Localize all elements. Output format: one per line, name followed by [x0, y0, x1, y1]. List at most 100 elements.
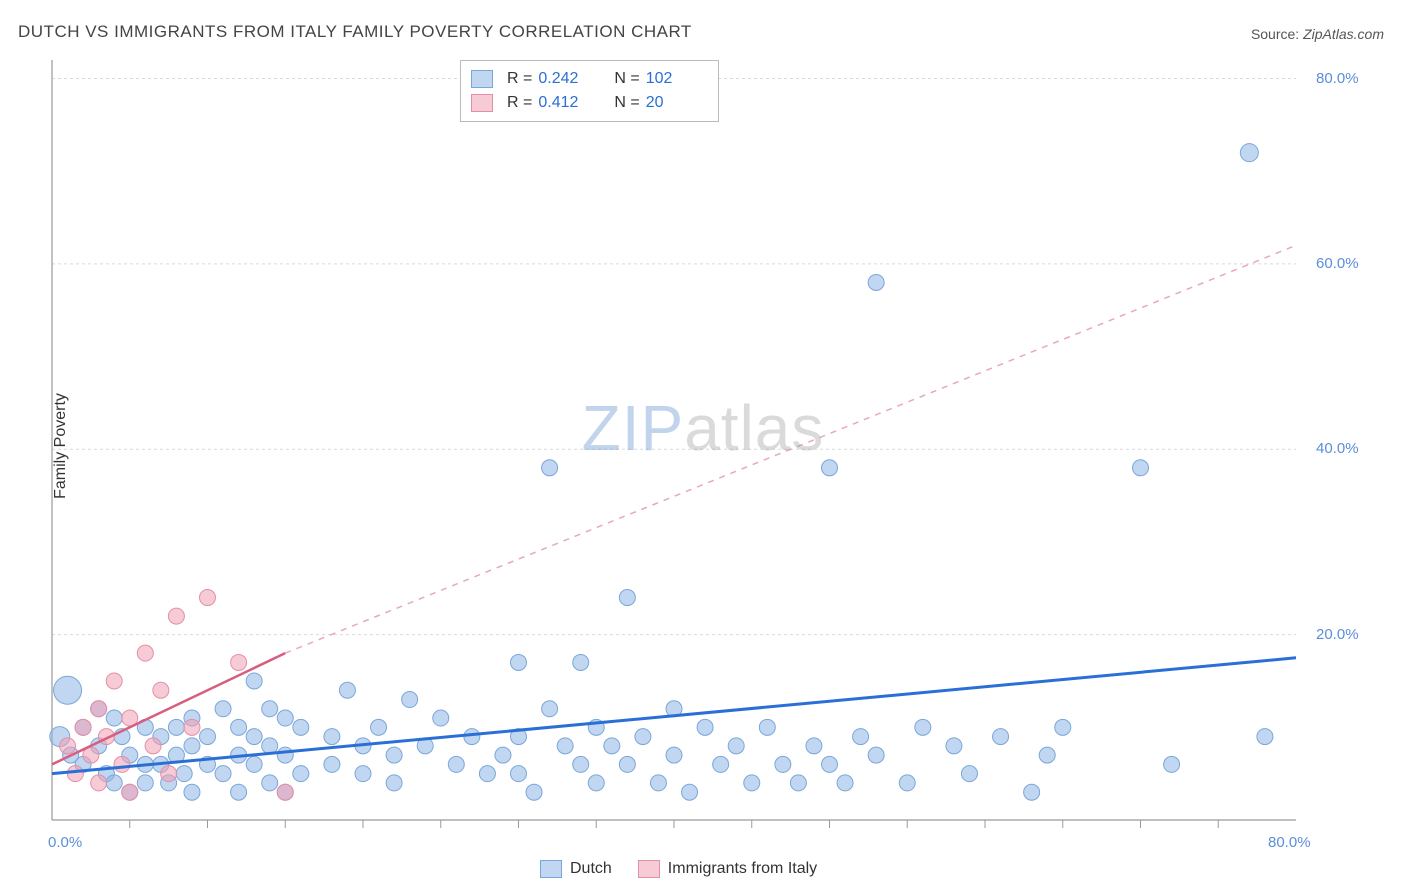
data-point — [246, 729, 262, 745]
data-point — [215, 766, 231, 782]
data-point — [402, 692, 418, 708]
data-point — [728, 738, 744, 754]
data-point — [231, 719, 247, 735]
legend-series-label: Immigrants from Italy — [668, 860, 817, 878]
data-point — [713, 756, 729, 772]
data-point — [1055, 719, 1071, 735]
data-point — [324, 729, 340, 745]
data-point — [277, 710, 293, 726]
data-point — [145, 738, 161, 754]
data-point — [339, 682, 355, 698]
y-tick-label: 20.0% — [1316, 626, 1359, 643]
data-point — [1257, 729, 1273, 745]
data-point — [176, 766, 192, 782]
data-point — [1133, 460, 1149, 476]
data-point — [542, 460, 558, 476]
data-point — [246, 673, 262, 689]
data-point — [231, 654, 247, 670]
data-point — [899, 775, 915, 791]
data-point — [588, 775, 604, 791]
data-point — [67, 766, 83, 782]
data-point — [1024, 784, 1040, 800]
data-point — [122, 784, 138, 800]
source-name: ZipAtlas.com — [1303, 26, 1384, 42]
legend-n-label: N = — [614, 70, 639, 88]
data-point — [573, 756, 589, 772]
legend-series: Dutch Immigrants from Italy — [540, 860, 843, 878]
data-point — [961, 766, 977, 782]
data-point — [837, 775, 853, 791]
data-point — [262, 775, 278, 791]
data-point — [557, 738, 573, 754]
data-point — [635, 729, 651, 745]
data-point — [355, 766, 371, 782]
legend-correlation: R =0.242N =102R =0.412N =20 — [460, 60, 719, 122]
legend-r-label: R = — [507, 70, 532, 88]
data-point — [114, 756, 130, 772]
chart-title: DUTCH VS IMMIGRANTS FROM ITALY FAMILY PO… — [18, 22, 692, 42]
legend-row: R =0.412N =20 — [471, 91, 704, 115]
legend-swatch — [471, 70, 493, 88]
data-point — [200, 729, 216, 745]
trendline-italy — [52, 653, 285, 764]
data-point — [868, 274, 884, 290]
data-point — [246, 756, 262, 772]
data-point — [915, 719, 931, 735]
legend-swatch — [638, 860, 660, 878]
x-tick-label: 0.0% — [48, 834, 82, 851]
legend-r-value: 0.412 — [538, 94, 596, 112]
data-point — [1039, 747, 1055, 763]
data-point — [511, 766, 527, 782]
data-point — [682, 784, 698, 800]
legend-swatch — [471, 94, 493, 112]
data-point — [666, 747, 682, 763]
data-point — [744, 775, 760, 791]
data-point — [697, 719, 713, 735]
data-point — [775, 756, 791, 772]
data-point — [54, 676, 82, 704]
data-point — [993, 729, 1009, 745]
data-point — [153, 682, 169, 698]
y-tick-label: 60.0% — [1316, 255, 1359, 272]
data-point — [91, 775, 107, 791]
data-point — [433, 710, 449, 726]
data-point — [1164, 756, 1180, 772]
data-point — [542, 701, 558, 717]
data-point — [868, 747, 884, 763]
data-point — [200, 590, 216, 606]
data-point — [386, 747, 402, 763]
data-point — [479, 766, 495, 782]
data-point — [293, 719, 309, 735]
data-point — [806, 738, 822, 754]
source-credit: Source: ZipAtlas.com — [1251, 26, 1384, 42]
data-point — [293, 766, 309, 782]
legend-row: R =0.242N =102 — [471, 67, 704, 91]
data-point — [60, 738, 76, 754]
data-point — [106, 673, 122, 689]
data-point — [161, 766, 177, 782]
data-point — [619, 590, 635, 606]
data-point — [277, 784, 293, 800]
data-point — [371, 719, 387, 735]
legend-series-label: Dutch — [570, 860, 612, 878]
data-point — [168, 719, 184, 735]
data-point — [184, 719, 200, 735]
data-point — [759, 719, 775, 735]
data-point — [324, 756, 340, 772]
data-point — [106, 710, 122, 726]
legend-swatch — [540, 860, 562, 878]
data-point — [262, 701, 278, 717]
legend-n-value: 20 — [646, 94, 704, 112]
data-point — [822, 460, 838, 476]
data-point — [137, 645, 153, 661]
data-point — [1240, 144, 1258, 162]
data-point — [184, 738, 200, 754]
data-point — [184, 784, 200, 800]
legend-r-label: R = — [507, 94, 532, 112]
data-point — [75, 719, 91, 735]
data-point — [91, 701, 107, 717]
correlation-scatter-chart — [48, 56, 1388, 846]
data-point — [448, 756, 464, 772]
data-point — [573, 654, 589, 670]
data-point — [511, 654, 527, 670]
